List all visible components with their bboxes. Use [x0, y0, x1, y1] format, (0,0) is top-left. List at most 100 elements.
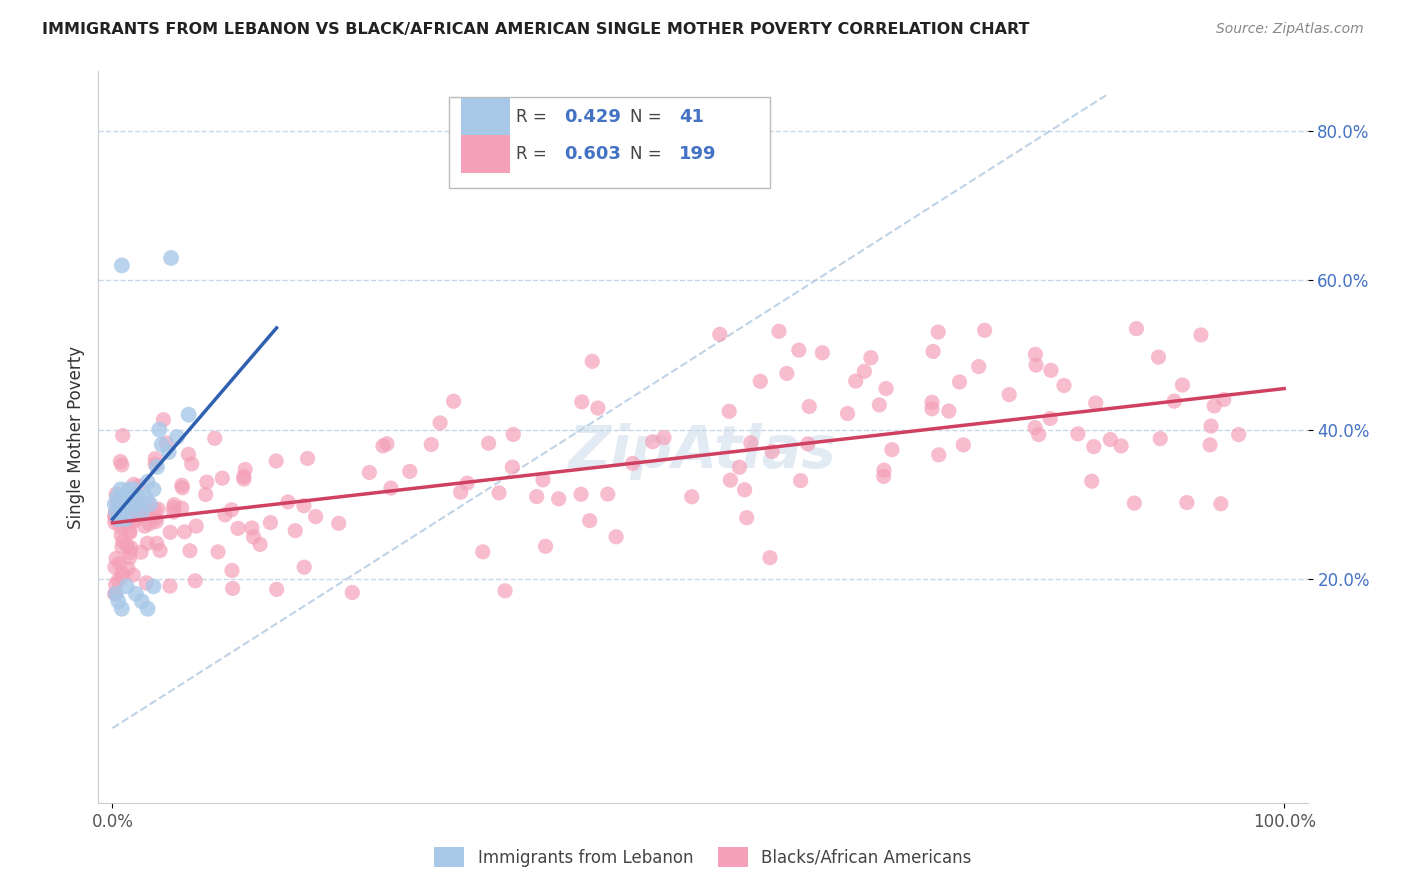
Point: [104, 497, 127, 511]
Point: [110, 528, 132, 542]
Text: R =: R =: [516, 108, 551, 127]
Point: [845, 374, 868, 388]
Point: [266, 582, 288, 597]
Point: [1040, 363, 1063, 377]
Point: [240, 521, 263, 535]
Point: [115, 516, 138, 530]
Point: [534, 539, 557, 553]
Point: [740, 435, 762, 450]
Point: [122, 483, 145, 497]
Point: [873, 463, 896, 477]
Point: [120, 541, 142, 555]
Point: [759, 550, 782, 565]
Point: [108, 557, 131, 571]
Point: [139, 497, 162, 511]
Point: [105, 487, 128, 501]
Point: [134, 519, 156, 533]
Point: [135, 503, 157, 517]
Point: [112, 497, 135, 511]
Point: [398, 464, 420, 478]
Point: [125, 587, 148, 601]
Point: [259, 516, 281, 530]
Point: [152, 413, 174, 427]
Point: [359, 466, 381, 480]
Point: [221, 564, 243, 578]
Point: [127, 490, 149, 504]
Point: [1039, 411, 1062, 425]
Point: [456, 476, 478, 491]
Point: [1028, 427, 1050, 442]
Point: [117, 539, 139, 553]
Point: [177, 447, 200, 461]
Point: [797, 437, 820, 451]
Point: [170, 478, 193, 492]
Point: [117, 497, 139, 511]
Point: [117, 561, 139, 575]
Point: [111, 505, 134, 519]
Text: 0.429: 0.429: [564, 108, 621, 127]
Point: [292, 499, 315, 513]
Point: [1083, 440, 1105, 454]
Point: [120, 507, 142, 521]
Point: [921, 395, 943, 409]
FancyBboxPatch shape: [461, 98, 509, 136]
Point: [104, 560, 127, 574]
Point: [443, 394, 465, 409]
Point: [501, 460, 523, 475]
Point: [749, 374, 772, 388]
Point: [875, 382, 897, 396]
Text: IMMIGRANTS FROM LEBANON VS BLACK/AFRICAN AMERICAN SINGLE MOTHER POVERTY CORRELAT: IMMIGRANTS FROM LEBANON VS BLACK/AFRICAN…: [42, 22, 1029, 37]
Point: [811, 345, 834, 359]
Point: [973, 323, 995, 337]
Point: [105, 495, 128, 509]
Point: [107, 512, 129, 526]
Point: [1199, 438, 1222, 452]
Point: [136, 475, 159, 489]
Point: [143, 451, 166, 466]
Point: [194, 487, 217, 501]
Point: [142, 483, 165, 497]
Point: [173, 524, 195, 539]
Point: [1175, 495, 1198, 509]
Point: [277, 495, 299, 509]
Point: [120, 505, 141, 519]
Text: ZipAtlas: ZipAtlas: [569, 423, 837, 480]
Point: [131, 497, 153, 511]
Point: [1024, 347, 1046, 361]
Point: [1025, 358, 1047, 372]
Point: [114, 512, 136, 526]
Point: [264, 454, 287, 468]
Point: [110, 454, 132, 468]
Point: [859, 351, 882, 365]
Point: [107, 573, 129, 587]
Point: [134, 490, 156, 504]
Point: [1149, 432, 1171, 446]
Point: [547, 491, 569, 506]
Point: [328, 516, 350, 531]
Point: [120, 508, 142, 522]
Point: [569, 487, 592, 501]
Point: [111, 540, 134, 554]
Point: [375, 437, 398, 451]
Point: [111, 534, 134, 549]
Point: [105, 587, 128, 601]
Point: [242, 530, 264, 544]
Point: [142, 579, 165, 593]
Point: [1227, 427, 1250, 442]
Point: [284, 524, 307, 538]
Point: [112, 504, 135, 518]
Point: [872, 469, 894, 483]
Point: [121, 497, 143, 511]
Point: [531, 473, 554, 487]
Point: [110, 520, 132, 534]
Point: [1147, 350, 1170, 364]
Point: [157, 445, 180, 459]
Point: [641, 434, 664, 449]
Point: [868, 398, 890, 412]
Point: [131, 505, 153, 519]
Point: [928, 448, 950, 462]
Point: [184, 574, 207, 588]
Point: [148, 502, 170, 516]
Point: [596, 487, 619, 501]
Point: [371, 439, 394, 453]
